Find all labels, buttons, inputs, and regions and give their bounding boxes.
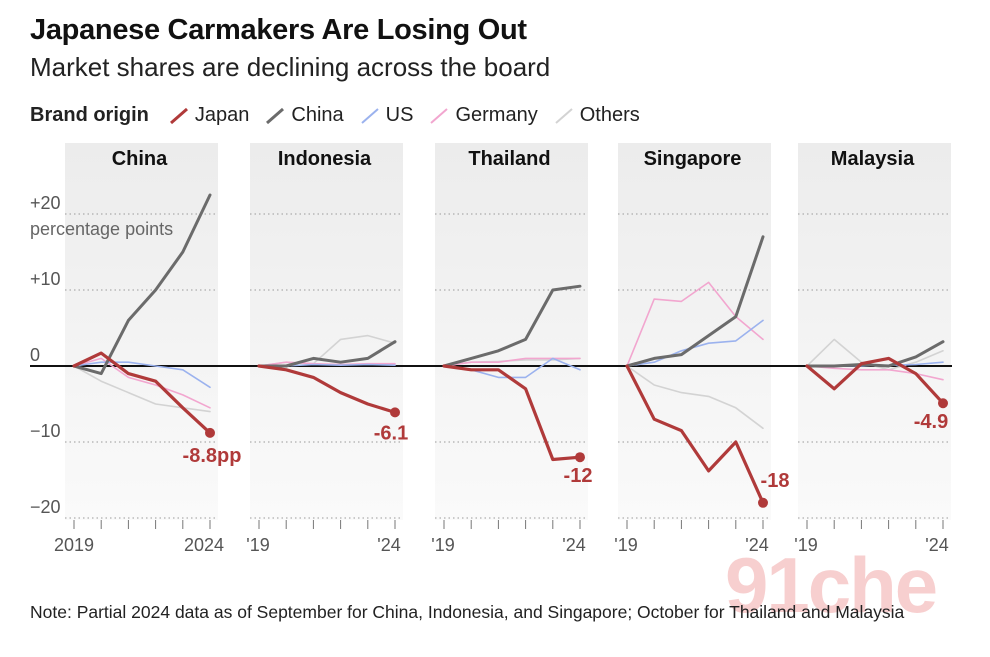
panel-title-indonesia: Indonesia	[278, 148, 372, 170]
legend-swatch-germany	[430, 107, 449, 124]
x-tick-label: '24	[562, 535, 585, 555]
panel-background-malaysia	[798, 143, 951, 520]
series-line-singapore-others	[626, 365, 764, 430]
x-tick-label: '19	[614, 535, 637, 555]
legend-item-others: Others	[554, 104, 640, 127]
footnote: Note: Partial 2024 data as of September …	[30, 602, 905, 622]
legend-label-us: US	[385, 104, 414, 126]
panel-title-malaysia: Malaysia	[831, 148, 915, 170]
y-tick-label: +20	[30, 193, 61, 213]
legend-item-germany: Germany	[429, 104, 538, 127]
legend-swatch-us	[360, 107, 379, 124]
legend-swatch-japan	[169, 107, 188, 124]
legend-title: Brand origin	[30, 104, 149, 126]
end-label-singapore: -18	[761, 470, 790, 492]
x-tick-label: '24	[925, 535, 948, 555]
x-tick-label: '19	[431, 535, 454, 555]
series-line-singapore-germany	[626, 281, 764, 367]
series-line-indonesia-japan	[257, 364, 397, 414]
end-label-malaysia: -4.9	[914, 411, 948, 433]
series-line-malaysia-china	[805, 340, 945, 368]
end-dot-china	[205, 427, 215, 438]
chart-subtitle: Market shares are declining across the b…	[30, 52, 551, 82]
series-line-thailand-japan	[442, 364, 582, 462]
legend-swatch-others	[555, 107, 573, 124]
end-label-thailand: -12	[564, 465, 593, 487]
x-tick-label: '19	[794, 535, 817, 555]
panel-background-singapore	[618, 143, 771, 520]
series-line-china-germany	[73, 357, 211, 409]
end-dot-thailand	[575, 452, 585, 463]
legend-item-us: US	[360, 104, 414, 127]
y-tick-label: −20	[30, 497, 61, 517]
legend-label-china: China	[291, 104, 344, 126]
legend-swatch-china	[266, 107, 285, 124]
x-tick-label: '24	[745, 535, 768, 555]
end-label-indonesia: -6.1	[374, 422, 408, 444]
series-line-singapore-china	[625, 235, 765, 368]
end-dot-malaysia	[938, 398, 948, 409]
legend-item-japan: Japan	[169, 104, 250, 127]
legend-label-germany: Germany	[455, 104, 538, 126]
watermark: 91che	[725, 541, 938, 629]
x-tick-label: '24	[377, 535, 400, 555]
panel-title-singapore: Singapore	[644, 148, 742, 170]
series-line-indonesia-china	[257, 340, 397, 368]
y-unit-label: percentage points	[30, 219, 173, 239]
panel-title-thailand: Thailand	[468, 148, 550, 170]
end-label-china: -8.8pp	[183, 445, 242, 467]
legend-label-others: Others	[579, 104, 640, 126]
end-dot-singapore	[758, 497, 768, 508]
series-line-singapore-us	[626, 319, 764, 367]
chart-title: Japanese Carmakers Are Losing Out	[30, 14, 527, 46]
series-line-singapore-japan	[625, 364, 765, 505]
x-tick-label: 2019	[54, 535, 94, 555]
panel-title-china: China	[112, 148, 168, 170]
series-line-china-others	[73, 365, 211, 413]
series-line-china-japan	[72, 351, 212, 435]
y-tick-label: 0	[30, 345, 40, 365]
series-line-malaysia-japan	[805, 356, 945, 405]
series-line-china-us	[73, 361, 211, 389]
panel-background-china	[65, 143, 218, 520]
y-tick-label: −10	[30, 421, 61, 441]
legend: Brand origin Japan China US Germany Othe…	[30, 104, 656, 127]
series-line-thailand-china	[442, 284, 582, 368]
chart-area: +20 +10 0 −10 −20 percentage points China 2019 2…	[30, 143, 952, 555]
series-line-malaysia-germany	[806, 365, 944, 381]
panel-background-indonesia	[250, 143, 403, 520]
series-line-thailand-germany	[443, 357, 581, 367]
x-tick-label: '19	[246, 535, 269, 555]
x-tick-label: 2024	[184, 535, 224, 555]
end-dot-indonesia	[390, 407, 400, 418]
legend-item-china: China	[265, 104, 344, 127]
legend-label-japan: Japan	[194, 104, 250, 126]
y-tick-label: +10	[30, 269, 61, 289]
panel-background-thailand	[435, 143, 588, 520]
series-line-china-china	[72, 193, 212, 376]
